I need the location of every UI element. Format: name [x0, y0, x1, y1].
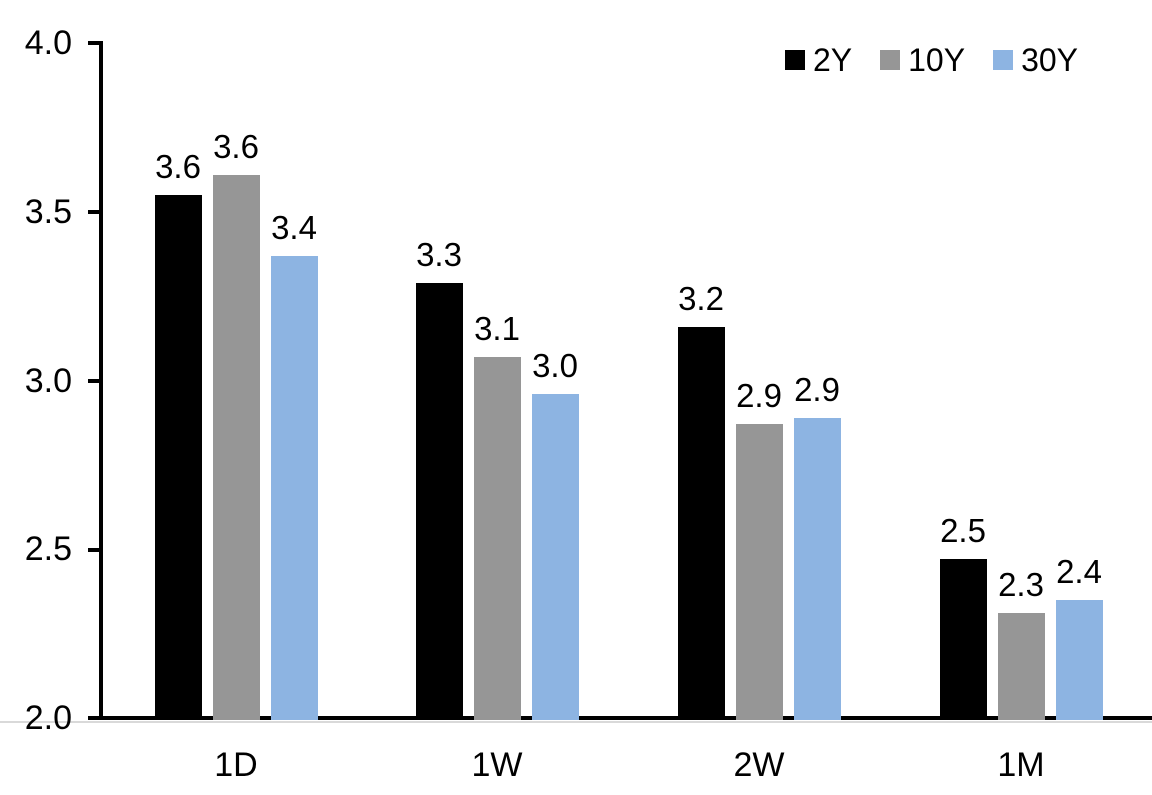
y-axis-tick	[88, 548, 103, 552]
x-tick-label: 1M	[997, 746, 1045, 784]
bar-10y-2w	[735, 424, 783, 720]
x-tick-label: 1W	[471, 746, 523, 784]
bar-10y-1d	[212, 174, 260, 720]
bar-value-label: 3.4	[271, 208, 317, 246]
y-axis-tick	[88, 379, 103, 383]
y-tick-label: 3.5	[24, 193, 72, 231]
x-axis-shadow-line	[0, 721, 1152, 723]
y-axis-tick	[88, 716, 103, 720]
legend-swatch-10y	[880, 50, 901, 70]
bar-10y-1m	[997, 613, 1045, 720]
y-tick-label: 2.5	[24, 530, 72, 568]
bar-value-label: 3.3	[416, 235, 462, 273]
bar-value-label: 3.2	[678, 279, 724, 317]
legend-item-30y: 30Y	[993, 44, 1078, 76]
bar-value-label: 3.6	[213, 127, 259, 165]
bar-value-label: 2.9	[736, 377, 782, 415]
bar-value-label: 3.1	[474, 309, 520, 347]
bar-30y-2w	[793, 417, 841, 720]
legend-item-10y: 10Y	[880, 44, 965, 76]
bar-value-label: 2.5	[940, 512, 986, 550]
legend-swatch-2y	[784, 50, 805, 70]
bar-value-label: 3.0	[532, 347, 578, 384]
legend-label: 30Y	[1021, 42, 1078, 78]
bar-value-label: 3.6	[155, 147, 201, 185]
y-axis-tick	[88, 41, 103, 45]
x-tick-label: 1D	[214, 746, 258, 784]
bar-30y-1m	[1055, 599, 1103, 720]
bar-2y-1w	[415, 282, 463, 720]
x-axis-line	[88, 716, 1152, 720]
bar-2y-1m	[939, 559, 987, 720]
bar-value-label: 2.3	[998, 566, 1044, 604]
legend-label: 10Y	[908, 42, 966, 78]
y-tick-label: 2.0	[24, 699, 72, 737]
y-tick-label: 3.0	[24, 362, 72, 400]
y-tick-label: 4.0	[24, 24, 72, 62]
bar-30y-1d	[270, 255, 318, 720]
legend-label: 2Y	[812, 42, 853, 78]
y-axis-tick	[88, 210, 103, 214]
bar-2y-1d	[154, 194, 202, 720]
bar-10y-1w	[473, 356, 521, 720]
bar-value-label: 2.4	[1056, 552, 1102, 590]
legend-item-2y: 2Y	[784, 42, 853, 78]
bar-2y-2w	[677, 326, 725, 720]
legend-swatch-30y	[993, 50, 1014, 70]
bar-30y-1w	[531, 394, 579, 720]
bar-value-label: 2.9	[794, 370, 840, 408]
legend: 2Y 10Y 30Y	[784, 42, 1078, 78]
x-tick-label: 2W	[733, 746, 785, 784]
